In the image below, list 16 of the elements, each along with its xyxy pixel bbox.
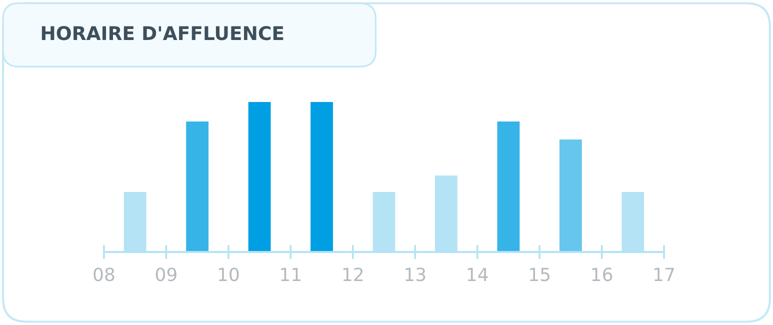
- x-tick-label: 08: [94, 268, 114, 282]
- bar: [310, 102, 333, 252]
- x-tick-label: 13: [406, 268, 426, 282]
- x-tick-label: 10: [218, 268, 239, 282]
- chart-title: HORAIRE D'AFFLUENCE: [42, 26, 284, 40]
- x-tick-label: 17: [654, 268, 674, 281]
- bar: [497, 122, 520, 252]
- x-tick-label: 09: [156, 268, 176, 282]
- bar: [559, 140, 582, 252]
- x-tick-label: 12: [343, 268, 363, 281]
- x-tick-label: 14: [468, 268, 488, 281]
- x-tick-label: 15: [530, 268, 550, 282]
- x-tick-label: 11: [281, 268, 300, 281]
- bar: [248, 102, 271, 252]
- bar: [186, 122, 209, 252]
- x-tick-label: 16: [592, 268, 612, 282]
